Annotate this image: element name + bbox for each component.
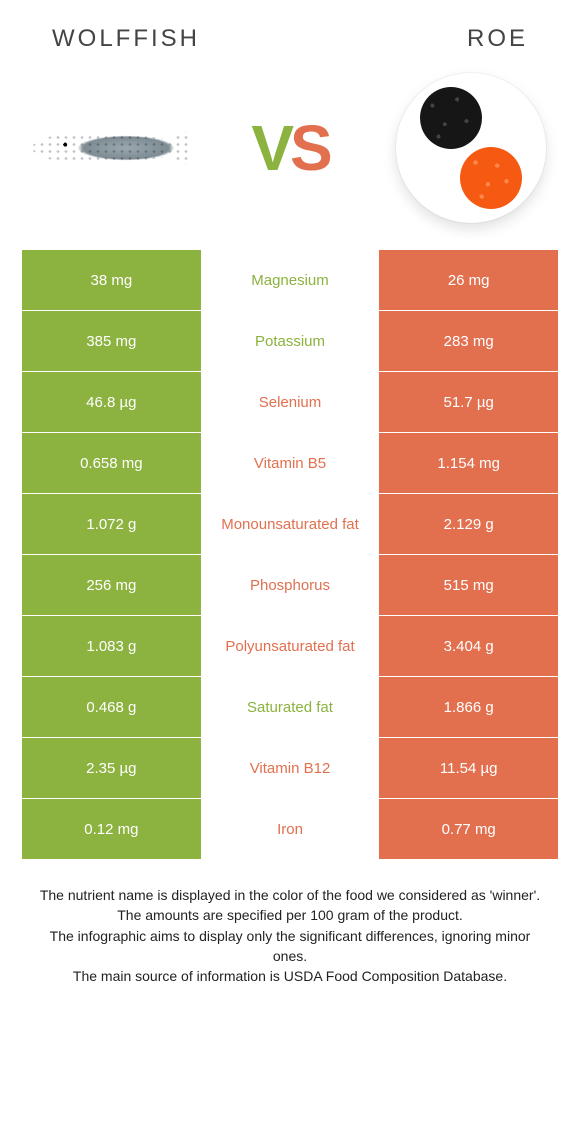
right-value-cell: 1.154 mg [379, 433, 558, 493]
right-value-cell: 515 mg [379, 555, 558, 615]
nutrient-label-cell: Iron [201, 799, 380, 859]
left-value-cell: 0.658 mg [22, 433, 201, 493]
table-row: 385 mgPotassium283 mg [22, 311, 558, 371]
left-food-title: Wolffish [52, 25, 200, 53]
table-row: 1.083 gPolyunsaturated fat3.404 g [22, 616, 558, 676]
footer-line: The nutrient name is displayed in the co… [32, 885, 548, 905]
nutrient-label-cell: Polyunsaturated fat [201, 616, 380, 676]
table-row: 46.8 µgSelenium51.7 µg [22, 372, 558, 432]
right-value-cell: 3.404 g [379, 616, 558, 676]
left-value-cell: 0.468 g [22, 677, 201, 737]
roe-icon [396, 73, 546, 223]
nutrient-label-cell: Phosphorus [201, 555, 380, 615]
left-value-cell: 46.8 µg [22, 372, 201, 432]
right-food-title: Roe [467, 25, 528, 53]
footer-line: The main source of information is USDA F… [32, 966, 548, 986]
right-value-cell: 1.866 g [379, 677, 558, 737]
right-value-cell: 51.7 µg [379, 372, 558, 432]
comparison-table: 38 mgMagnesium26 mg385 mgPotassium283 mg… [22, 250, 558, 859]
right-value-cell: 0.77 mg [379, 799, 558, 859]
footer-notes: The nutrient name is displayed in the co… [22, 860, 558, 986]
vs-s: S [290, 112, 329, 184]
nutrient-label-cell: Magnesium [201, 250, 380, 310]
table-row: 38 mgMagnesium26 mg [22, 250, 558, 310]
left-value-cell: 256 mg [22, 555, 201, 615]
table-row: 0.12 mgIron0.77 mg [22, 799, 558, 859]
nutrient-label-cell: Saturated fat [201, 677, 380, 737]
nutrient-label-cell: Vitamin B5 [201, 433, 380, 493]
table-row: 256 mgPhosphorus515 mg [22, 555, 558, 615]
footer-line: The infographic aims to display only the… [32, 926, 548, 967]
infographic-container: Wolffish Roe VS 38 mgMagnesium26 mg385 m… [0, 0, 580, 1011]
left-value-cell: 1.083 g [22, 616, 201, 676]
right-food-image [383, 78, 558, 218]
hero-row: VS [22, 68, 558, 228]
nutrient-label-cell: Monounsaturated fat [201, 494, 380, 554]
nutrient-label-cell: Potassium [201, 311, 380, 371]
right-value-cell: 11.54 µg [379, 738, 558, 798]
title-row: Wolffish Roe [22, 25, 558, 68]
left-food-image [22, 78, 197, 218]
left-value-cell: 1.072 g [22, 494, 201, 554]
right-value-cell: 26 mg [379, 250, 558, 310]
right-value-cell: 2.129 g [379, 494, 558, 554]
nutrient-label-cell: Selenium [201, 372, 380, 432]
left-value-cell: 0.12 mg [22, 799, 201, 859]
vs-label: VS [251, 116, 328, 180]
footer-line: The amounts are specified per 100 gram o… [32, 905, 548, 925]
wolffish-icon [30, 127, 190, 169]
table-row: 0.658 mgVitamin B51.154 mg [22, 433, 558, 493]
table-row: 2.35 µgVitamin B1211.54 µg [22, 738, 558, 798]
left-value-cell: 2.35 µg [22, 738, 201, 798]
right-value-cell: 283 mg [379, 311, 558, 371]
left-value-cell: 38 mg [22, 250, 201, 310]
table-row: 0.468 gSaturated fat1.866 g [22, 677, 558, 737]
left-value-cell: 385 mg [22, 311, 201, 371]
nutrient-label-cell: Vitamin B12 [201, 738, 380, 798]
table-row: 1.072 gMonounsaturated fat2.129 g [22, 494, 558, 554]
vs-v: V [251, 112, 290, 184]
